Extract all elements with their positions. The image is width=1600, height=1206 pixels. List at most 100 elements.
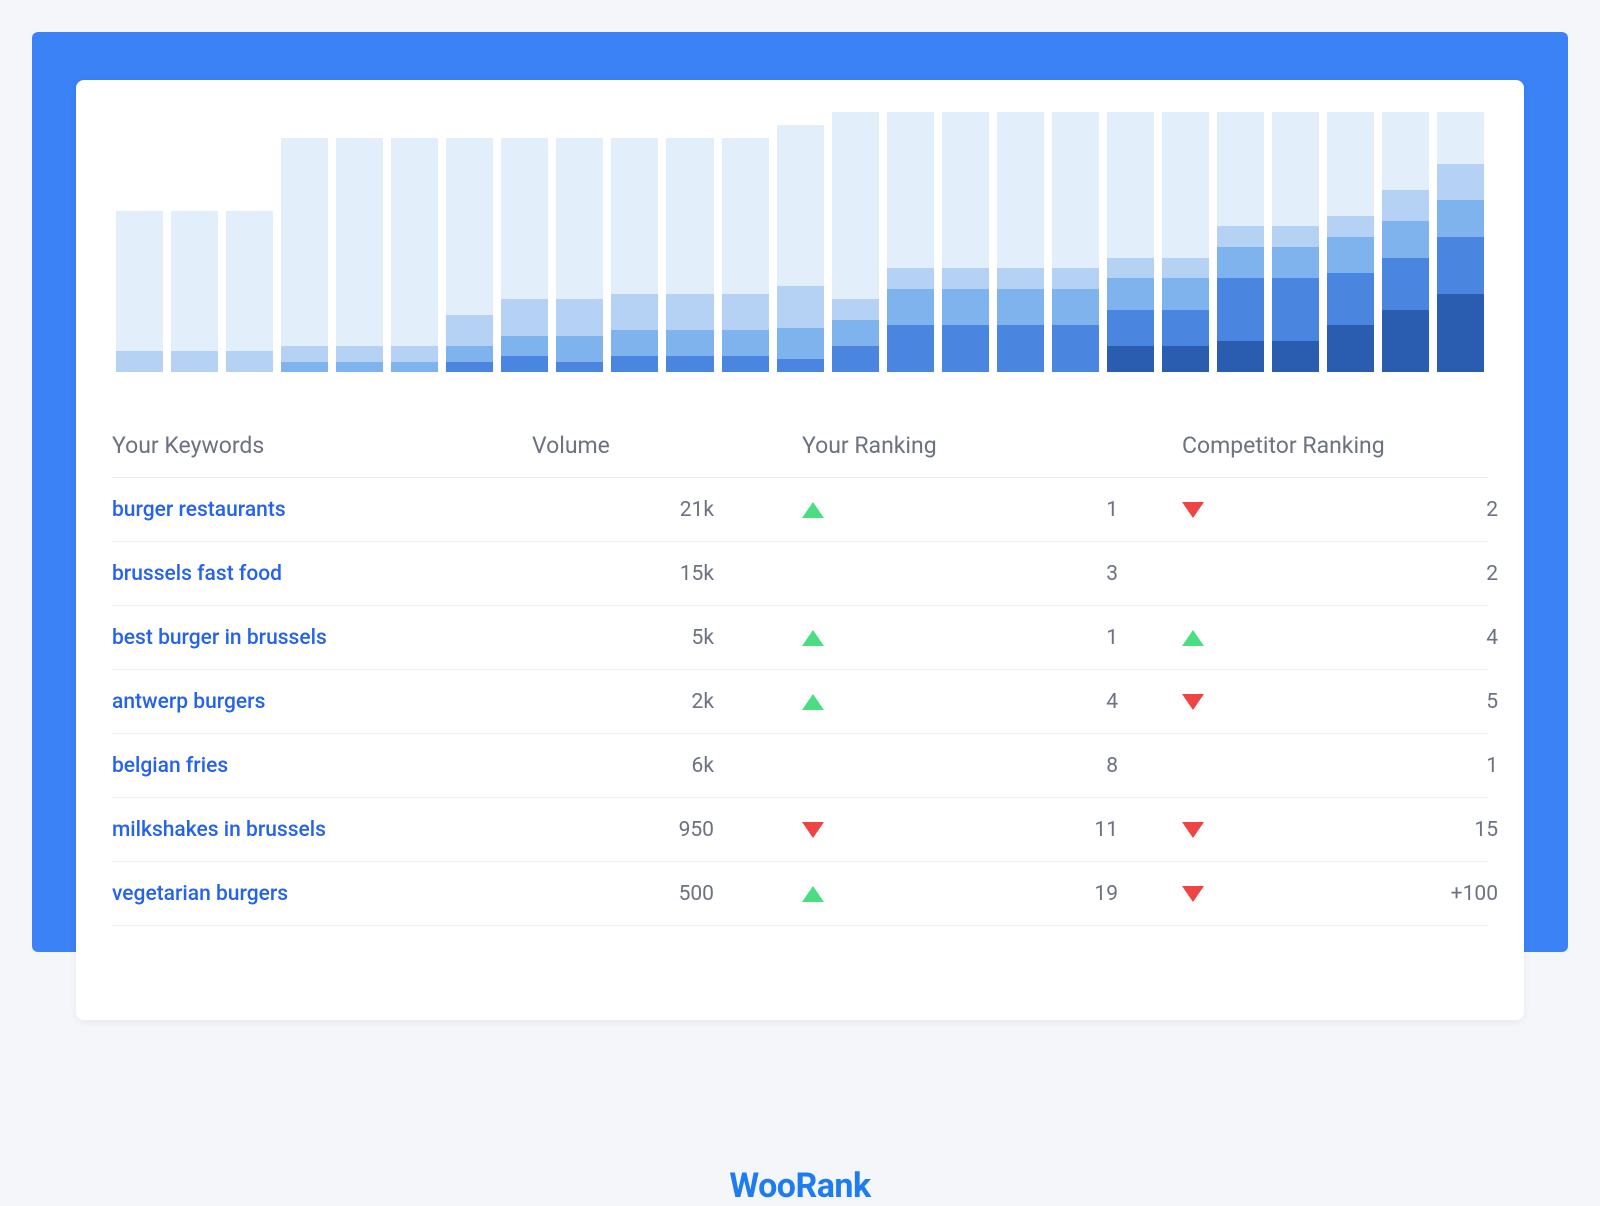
competitor-ranking-cell: 15 <box>1142 818 1522 842</box>
keyword-link[interactable]: antwerp burgers <box>112 690 532 714</box>
keyword-link[interactable]: brussels fast food <box>112 562 532 586</box>
chart-bar <box>116 112 163 372</box>
your-ranking-cell: 1 <box>762 626 1142 650</box>
chart-bar-segment <box>997 289 1044 325</box>
competitor-ranking-cell: 1 <box>1142 754 1522 778</box>
chart-bar-segment <box>611 330 658 356</box>
chart-bar-segment <box>226 351 273 372</box>
col-header-competitor-ranking: Competitor Ranking <box>1142 432 1522 459</box>
volume-value: 500 <box>532 882 762 906</box>
your-ranking-cell: 11 <box>762 818 1142 842</box>
chart-bar-segment <box>391 138 438 346</box>
keyword-link[interactable]: best burger in brussels <box>112 626 532 650</box>
chart-bar-segment <box>556 362 603 372</box>
trend-down-icon <box>802 822 824 838</box>
chart-bar <box>226 112 273 372</box>
chart-bar-segment <box>281 362 328 372</box>
chart-bar-segment <box>1382 112 1429 190</box>
trend-up-icon <box>802 502 824 518</box>
woorank-logo: WooRank <box>729 1166 870 1206</box>
chart-bar <box>777 112 824 372</box>
chart-bar-segment <box>1107 346 1154 372</box>
your-ranking-cell: 4 <box>762 690 1142 714</box>
chart-bar-segment <box>1327 237 1374 273</box>
chart-bar-segment <box>887 268 934 289</box>
trend-up-icon <box>802 886 824 902</box>
chart-bar <box>1437 112 1484 372</box>
chart-bar-segment <box>1107 310 1154 346</box>
your-ranking-value: 4 <box>1106 690 1118 714</box>
table-row: belgian fries6k81 <box>112 734 1488 798</box>
volume-value: 950 <box>532 818 762 842</box>
competitor-ranking-cell: 2 <box>1142 562 1522 586</box>
volume-value: 5k <box>532 626 762 650</box>
chart-bar-segment <box>171 351 218 372</box>
volume-value: 21k <box>532 498 762 522</box>
chart-bar-segment <box>611 294 658 330</box>
chart-bar-segment <box>556 299 603 335</box>
chart-bar-segment <box>666 294 713 330</box>
keyword-link[interactable]: belgian fries <box>112 754 532 778</box>
chart-bar-segment <box>391 346 438 362</box>
competitor-ranking-value: 2 <box>1486 562 1498 586</box>
chart-bar-segment <box>1272 278 1319 340</box>
chart-bar-segment <box>887 325 934 372</box>
chart-bar-segment <box>116 351 163 372</box>
chart-bar-segment <box>501 299 548 335</box>
chart-bar-segment <box>1382 190 1429 221</box>
chart-bar-segment <box>1327 325 1374 372</box>
chart-bar-segment <box>777 125 824 286</box>
chart-bar-segment <box>1107 112 1154 258</box>
your-ranking-value: 1 <box>1106 626 1118 650</box>
chart-bar-segment <box>1272 112 1319 226</box>
competitor-ranking-cell: 4 <box>1142 626 1522 650</box>
chart-bar <box>281 112 328 372</box>
competitor-ranking-cell: 5 <box>1142 690 1522 714</box>
chart-bar-segment <box>666 356 713 372</box>
trend-none-icon <box>802 758 824 774</box>
keyword-link[interactable]: burger restaurants <box>112 498 532 522</box>
chart-bar-segment <box>1162 112 1209 258</box>
chart-bar-segment <box>556 138 603 299</box>
chart-bar <box>1162 112 1209 372</box>
chart-bar <box>501 112 548 372</box>
chart-bar-segment <box>1437 294 1484 372</box>
chart-bar-segment <box>997 325 1044 372</box>
chart-bar-segment <box>942 112 989 268</box>
chart-bar-segment <box>1272 226 1319 247</box>
chart-bar-segment <box>1272 247 1319 278</box>
competitor-ranking-cell: 2 <box>1142 498 1522 522</box>
competitor-ranking-value: 15 <box>1474 818 1498 842</box>
volume-value: 2k <box>532 690 762 714</box>
chart-bar-segment <box>446 362 493 372</box>
trend-up-icon <box>802 630 824 646</box>
chart-bar-segment <box>336 346 383 362</box>
chart-bar-segment <box>777 359 824 372</box>
chart-bar-segment <box>1107 278 1154 309</box>
chart-bar-segment <box>501 138 548 299</box>
keyword-link[interactable]: vegetarian burgers <box>112 882 532 906</box>
chart-bar-segment <box>1052 112 1099 268</box>
chart-bar-segment <box>1162 310 1209 346</box>
table-row: brussels fast food15k32 <box>112 542 1488 606</box>
chart-bar-segment <box>611 356 658 372</box>
chart-bar <box>171 112 218 372</box>
keyword-link[interactable]: milkshakes in brussels <box>112 818 532 842</box>
chart-bar <box>942 112 989 372</box>
dashboard-frame: Your Keywords Volume Your Ranking Compet… <box>32 32 1568 952</box>
chart-bar <box>1217 112 1264 372</box>
chart-bar-segment <box>1162 278 1209 309</box>
competitor-ranking-value: 1 <box>1486 754 1498 778</box>
chart-bar-segment <box>1052 289 1099 325</box>
chart-bar-segment <box>1437 237 1484 294</box>
chart-bar-segment <box>832 320 879 346</box>
table-header-row: Your Keywords Volume Your Ranking Compet… <box>112 432 1488 478</box>
chart-bar <box>556 112 603 372</box>
your-ranking-cell: 3 <box>762 562 1142 586</box>
chart-bar <box>997 112 1044 372</box>
competitor-ranking-value: +100 <box>1451 882 1498 906</box>
chart-bar-segment <box>722 330 769 356</box>
chart-bar-segment <box>556 336 603 362</box>
chart-bar-segment <box>446 138 493 315</box>
footer: WooRank <box>76 1166 1524 1206</box>
